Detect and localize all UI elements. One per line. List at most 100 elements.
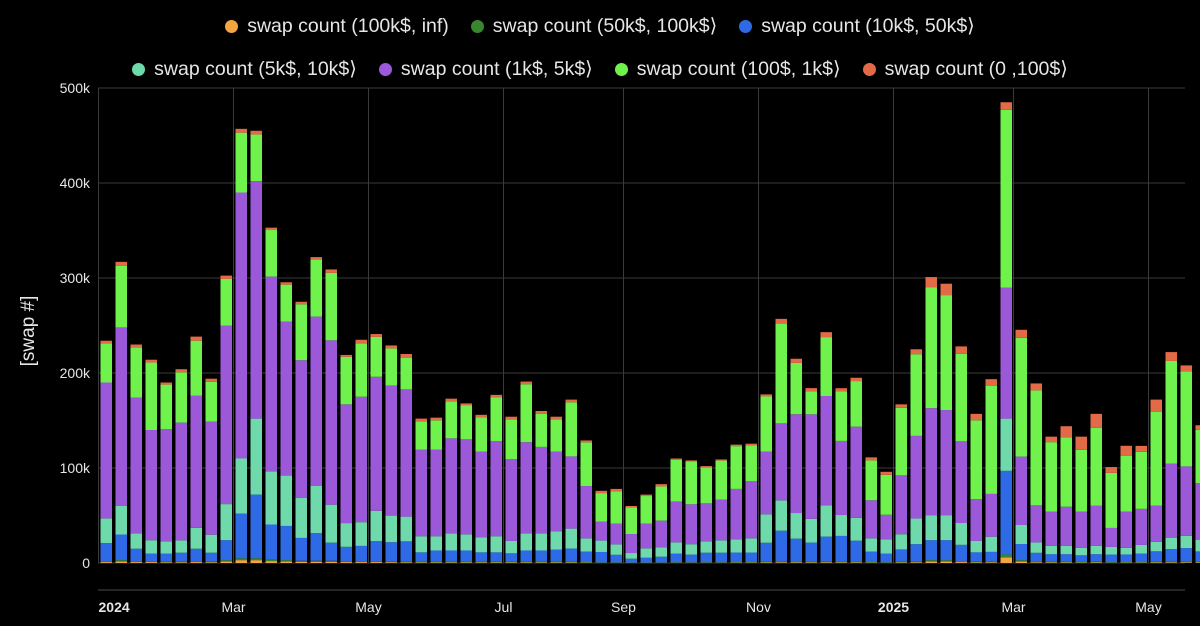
legend-swatch-icon	[470, 19, 484, 33]
bar-segment-5k-10k	[835, 515, 847, 536]
bar-segment-100-1k	[550, 419, 562, 452]
bar-segment-1k-5k	[1045, 511, 1057, 546]
bar-segment-50k-100k	[760, 561, 772, 563]
bar-segment-50k-100k	[1165, 561, 1177, 563]
bar-segment-5k-10k	[1195, 540, 1200, 552]
bar-segment-5k-10k	[685, 544, 697, 555]
bar-segment-100-1k	[1120, 455, 1132, 512]
bar-segment-1k-5k	[970, 499, 982, 541]
bar-segment-10k-50k	[1165, 549, 1177, 562]
bar-segment-0-100	[535, 411, 547, 414]
bar-segment-5k-10k	[805, 518, 817, 543]
bar-segment-10k-50k	[400, 541, 412, 562]
bars	[100, 102, 1200, 563]
bar-segment-100k-inf	[220, 561, 232, 563]
bar-segment-50k-100k	[1015, 560, 1027, 562]
bar-segment-50k-100k	[100, 561, 112, 563]
legend-item-0-100[interactable]: swap count (0 ,100$⟩	[862, 57, 1068, 81]
bar-segment-0-100	[430, 417, 442, 421]
bar-segment-1k-5k	[1120, 511, 1132, 548]
bar-segment-50k-100k	[550, 561, 562, 563]
bar-segment-50k-100k	[490, 561, 502, 563]
bar-segment-50k-100k	[1135, 562, 1147, 563]
bar-segment-10k-50k	[1090, 554, 1102, 562]
bar-segment-100-1k	[355, 343, 367, 397]
bar-segment-50k-100k	[190, 561, 202, 563]
bar-segment-50k-100k	[175, 561, 187, 563]
bar-segment-10k-50k	[1150, 551, 1162, 562]
bar-segment-1k-5k	[1015, 456, 1027, 525]
bar-segment-5k-10k	[1120, 547, 1132, 555]
bar-segment-0-100	[1165, 352, 1177, 361]
bar-segment-0-100	[1180, 365, 1192, 372]
legend-label: swap count (0 ,100$⟩	[884, 58, 1068, 80]
bar-segment-1k-5k	[295, 360, 307, 499]
bar-segment-10k-50k	[340, 546, 352, 562]
bar-segment-50k-100k	[955, 561, 967, 563]
legend-item-100k-inf[interactable]: swap count (100k$, inf)	[225, 14, 449, 38]
bar-segment-1k-5k	[835, 440, 847, 516]
bar-segment-0-100	[505, 416, 517, 420]
bar-segment-50k-100k	[580, 562, 592, 563]
bar-segment-100k-inf	[325, 561, 337, 563]
bar-segment-50k-100k	[340, 561, 352, 563]
bar-segment-0-100	[1195, 425, 1200, 430]
bar-segment-10k-50k	[1195, 551, 1200, 562]
bar-segment-0-100	[565, 399, 577, 403]
bar-segment-100k-inf	[850, 562, 862, 563]
bar-segment-0-100	[745, 443, 757, 446]
bar-segment-0-100	[250, 130, 262, 135]
bar-segment-0-100	[295, 301, 307, 305]
bar-segment-5k-10k	[550, 531, 562, 550]
bar-segment-1k-5k	[910, 435, 922, 519]
legend-item-50k-100k[interactable]: swap count (50k$, 100k$⟩	[470, 14, 717, 38]
bar-segment-100k-inf	[910, 562, 922, 563]
bar-segment-50k-100k	[205, 561, 217, 563]
bar-segment-10k-50k	[535, 550, 547, 562]
bar-segment-1k-5k	[595, 521, 607, 541]
bar-segment-5k-10k	[220, 504, 232, 541]
bar-segment-100-1k	[535, 413, 547, 447]
bar-segment-5k-10k	[355, 522, 367, 546]
bar-segment-100-1k	[925, 287, 937, 409]
bar-segment-50k-100k	[295, 560, 307, 562]
bar-segment-50k-100k	[520, 561, 532, 563]
bar-segment-50k-100k	[220, 560, 232, 562]
bar-segment-100-1k	[940, 295, 952, 411]
legend-item-10k-50k[interactable]: swap count (10k$, 50k$⟩	[739, 14, 975, 38]
legend-label: swap count (100$, 1k$⟩	[636, 58, 841, 80]
bar-segment-50k-100k	[475, 561, 487, 563]
bar-segment-50k-100k	[820, 561, 832, 563]
bar-segment-100-1k	[865, 460, 877, 501]
bar-segment-10k-50k	[1180, 548, 1192, 562]
bar-segment-10k-50k	[610, 554, 622, 563]
bar-segment-50k-100k	[745, 562, 757, 563]
bar-segment-50k-100k	[1030, 561, 1042, 563]
bar-segment-0-100	[310, 257, 322, 260]
bar-segment-0-100	[490, 394, 502, 398]
bar-segment-100-1k	[1165, 360, 1177, 464]
bar-segment-5k-10k	[460, 534, 472, 551]
bar-segment-50k-100k	[850, 561, 862, 563]
bar-segment-1k-5k	[760, 451, 772, 515]
bar-segment-100k-inf	[955, 562, 967, 563]
bar-segment-1k-5k	[400, 389, 412, 517]
bar-segment-5k-10k	[910, 518, 922, 545]
bar-segment-10k-50k	[490, 552, 502, 562]
legend-item-100-1k[interactable]: swap count (100$, 1k$⟩	[614, 57, 841, 81]
bar-segment-50k-100k	[265, 559, 277, 562]
bar-segment-10k-50k	[595, 551, 607, 563]
bar-segment-10k-50k	[760, 542, 772, 562]
bar-segment-0-100	[850, 377, 862, 382]
bar-segment-5k-10k	[130, 533, 142, 549]
bar-segment-100k-inf	[175, 562, 187, 563]
bar-segment-50k-100k	[940, 560, 952, 562]
legend-item-5k-10k[interactable]: swap count (5k$, 10k$⟩	[132, 57, 357, 81]
bar-segment-100-1k	[730, 446, 742, 489]
bar-segment-100-1k	[115, 265, 127, 328]
bar-segment-100-1k	[1195, 429, 1200, 484]
legend-item-1k-5k[interactable]: swap count (1k$, 5k$⟩	[378, 57, 593, 81]
bar-segment-1k-5k	[685, 504, 697, 545]
bar-segment-100-1k	[250, 134, 262, 182]
